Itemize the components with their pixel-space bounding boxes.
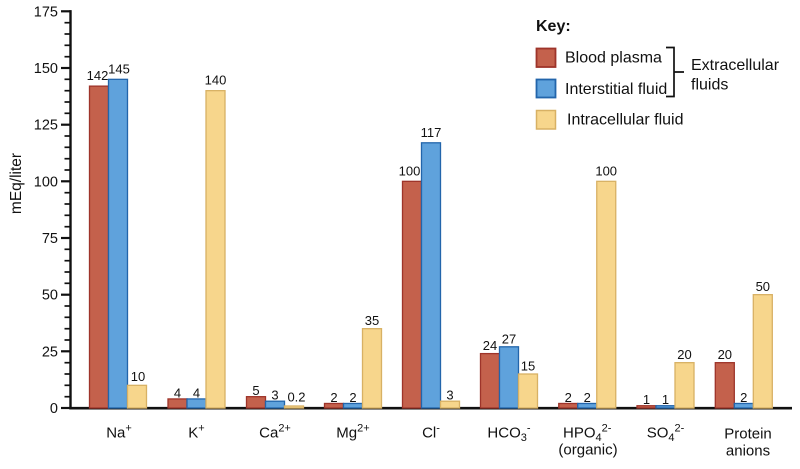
svg-text:(organic): (organic) [558, 442, 617, 459]
svg-text:anions: anions [726, 443, 770, 460]
svg-text:3: 3 [271, 388, 278, 403]
svg-text:fluids: fluids [691, 77, 728, 94]
svg-text:20: 20 [677, 347, 691, 362]
svg-text:3: 3 [446, 388, 453, 403]
svg-text:125: 125 [34, 118, 58, 134]
svg-text:100: 100 [34, 174, 58, 190]
svg-text:50: 50 [756, 279, 770, 294]
svg-text:27: 27 [502, 331, 516, 346]
svg-text:150: 150 [34, 61, 58, 77]
svg-text:Intracellular fluid: Intracellular fluid [567, 112, 684, 129]
svg-text:4: 4 [174, 385, 181, 400]
svg-text:0.2: 0.2 [287, 389, 305, 404]
svg-text:50: 50 [42, 288, 58, 304]
svg-text:Interstitial fluid: Interstitial fluid [565, 81, 667, 98]
svg-text:2: 2 [330, 390, 337, 405]
svg-text:142: 142 [87, 68, 109, 83]
svg-text:117: 117 [421, 125, 442, 140]
svg-text:Blood plasma: Blood plasma [565, 50, 662, 67]
svg-text:Cl-: Cl- [422, 423, 440, 442]
svg-text:25: 25 [42, 344, 58, 360]
svg-text:175: 175 [34, 4, 58, 20]
svg-text:mEq/liter: mEq/liter [8, 153, 25, 214]
svg-text:2: 2 [565, 390, 572, 405]
svg-text:4: 4 [193, 385, 200, 400]
svg-text:2: 2 [584, 390, 591, 405]
svg-text:Extracellular: Extracellular [691, 57, 780, 74]
svg-text:100: 100 [399, 163, 421, 178]
svg-text:Protein: Protein [724, 426, 772, 443]
svg-text:145: 145 [108, 61, 130, 76]
svg-text:Key:: Key: [536, 18, 571, 35]
svg-text:15: 15 [521, 359, 535, 374]
svg-text:2: 2 [349, 390, 356, 405]
svg-text:1: 1 [662, 392, 669, 407]
svg-text:140: 140 [205, 73, 227, 88]
svg-text:35: 35 [365, 313, 379, 328]
svg-text:100: 100 [595, 163, 617, 178]
svg-text:75: 75 [42, 231, 58, 247]
svg-text:24: 24 [483, 338, 497, 353]
svg-text:5: 5 [252, 383, 259, 398]
svg-text:HCO3-: HCO3- [487, 423, 530, 445]
svg-text:10: 10 [131, 369, 145, 384]
svg-text:1: 1 [643, 392, 650, 407]
svg-text:2: 2 [740, 390, 747, 405]
svg-text:20: 20 [718, 347, 732, 362]
svg-text:0: 0 [50, 401, 58, 417]
